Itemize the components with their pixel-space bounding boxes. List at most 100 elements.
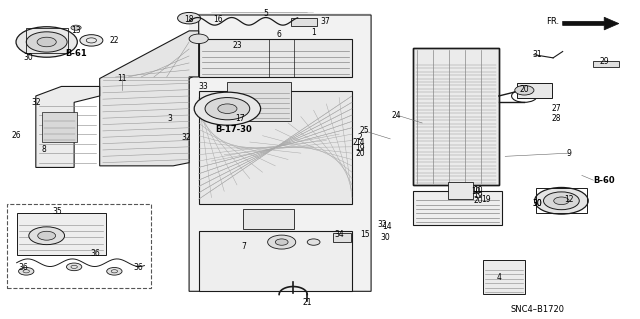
Circle shape <box>194 92 260 125</box>
Text: 23: 23 <box>232 41 242 50</box>
Circle shape <box>534 188 588 214</box>
Text: 30: 30 <box>23 53 33 62</box>
Text: 28: 28 <box>552 114 561 123</box>
Bar <box>189 13 371 291</box>
Bar <box>227 82 291 122</box>
Text: 34: 34 <box>334 230 344 239</box>
Text: 2: 2 <box>353 137 358 146</box>
Text: SNC4–B1720: SNC4–B1720 <box>510 305 564 314</box>
Text: 31: 31 <box>532 50 542 59</box>
Text: 37: 37 <box>320 17 330 26</box>
Bar <box>221 13 307 69</box>
Text: 7: 7 <box>241 242 246 251</box>
Bar <box>448 182 473 199</box>
Bar <box>198 91 352 204</box>
Circle shape <box>19 268 34 275</box>
Text: 14: 14 <box>355 138 365 147</box>
Circle shape <box>189 34 208 44</box>
Text: 20: 20 <box>355 149 365 158</box>
Bar <box>26 28 68 53</box>
Text: 2: 2 <box>358 133 363 142</box>
Text: 5: 5 <box>263 9 268 18</box>
Polygon shape <box>189 15 371 291</box>
Text: 22: 22 <box>109 36 119 45</box>
Bar <box>243 209 294 229</box>
Text: 21: 21 <box>303 298 312 307</box>
Bar <box>413 191 502 225</box>
Text: 24: 24 <box>392 111 401 120</box>
Text: B-60: B-60 <box>593 176 615 185</box>
Text: 8: 8 <box>42 145 47 154</box>
Text: 30: 30 <box>532 199 542 208</box>
Text: 18: 18 <box>184 15 194 24</box>
Bar <box>593 61 619 67</box>
Polygon shape <box>36 86 100 167</box>
Text: 20: 20 <box>474 196 483 205</box>
Circle shape <box>37 37 56 47</box>
Text: 33: 33 <box>199 82 209 91</box>
Bar <box>413 48 499 185</box>
Polygon shape <box>563 17 619 30</box>
Text: 14: 14 <box>382 222 392 231</box>
Text: 36: 36 <box>133 263 143 272</box>
Text: 26: 26 <box>12 131 22 140</box>
Text: 35: 35 <box>52 207 62 216</box>
Text: 1: 1 <box>311 28 316 37</box>
Circle shape <box>29 227 65 245</box>
Bar <box>42 112 77 142</box>
Bar <box>224 16 302 67</box>
Circle shape <box>275 239 288 245</box>
Text: 36: 36 <box>19 263 29 272</box>
Text: 17: 17 <box>236 114 245 123</box>
Text: 13: 13 <box>71 26 81 35</box>
Bar <box>483 260 525 294</box>
Circle shape <box>177 12 200 24</box>
Bar <box>413 48 499 185</box>
Text: 20: 20 <box>520 85 529 94</box>
Text: 4: 4 <box>497 272 501 281</box>
Text: 32: 32 <box>181 133 191 142</box>
Circle shape <box>80 35 103 46</box>
Text: 32: 32 <box>31 98 40 107</box>
Text: 32: 32 <box>377 220 387 229</box>
Bar <box>198 39 352 77</box>
Circle shape <box>26 32 67 52</box>
Text: 19: 19 <box>481 195 491 204</box>
Bar <box>17 213 106 255</box>
Text: 12: 12 <box>564 195 574 204</box>
Text: 16: 16 <box>213 15 223 24</box>
Circle shape <box>268 235 296 249</box>
Bar <box>516 83 552 98</box>
Text: 11: 11 <box>117 74 127 83</box>
Text: 15: 15 <box>360 230 369 239</box>
Text: 10: 10 <box>474 186 483 195</box>
Polygon shape <box>100 31 198 166</box>
Text: 6: 6 <box>276 30 281 39</box>
Bar <box>333 233 351 242</box>
Text: 27: 27 <box>552 104 561 113</box>
Circle shape <box>71 25 81 30</box>
Bar <box>7 204 151 288</box>
Text: 3: 3 <box>168 114 172 123</box>
Text: B-61: B-61 <box>65 48 87 58</box>
Text: 30: 30 <box>532 199 542 208</box>
Circle shape <box>67 263 82 271</box>
Text: 19: 19 <box>474 191 483 200</box>
Bar <box>198 231 352 291</box>
Circle shape <box>16 27 77 57</box>
Bar <box>291 18 317 26</box>
Text: B-17-30: B-17-30 <box>216 125 252 134</box>
Circle shape <box>554 197 569 204</box>
Circle shape <box>38 231 56 240</box>
Circle shape <box>218 104 237 114</box>
Circle shape <box>205 98 250 120</box>
Circle shape <box>515 85 534 95</box>
Text: 29: 29 <box>600 56 609 65</box>
Bar <box>536 188 587 213</box>
Circle shape <box>307 239 320 245</box>
Text: 9: 9 <box>566 149 572 158</box>
Text: 30: 30 <box>380 233 390 242</box>
Text: 10: 10 <box>472 187 481 196</box>
Text: 19: 19 <box>355 144 365 152</box>
Circle shape <box>543 192 579 210</box>
